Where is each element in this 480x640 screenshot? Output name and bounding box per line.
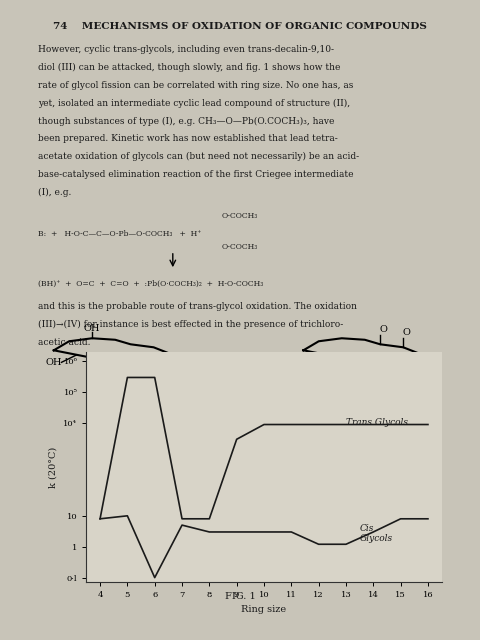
Text: OH: OH bbox=[98, 375, 113, 383]
Text: O: O bbox=[379, 325, 387, 334]
Y-axis label: k (20°C): k (20°C) bbox=[49, 447, 58, 488]
Text: III: III bbox=[109, 363, 121, 372]
Text: been prepared. Kinetic work has now established that lead tetra-: been prepared. Kinetic work has now esta… bbox=[38, 134, 338, 143]
X-axis label: Ring size: Ring size bbox=[241, 605, 287, 614]
Text: acetate oxidation of glycols can (but need not necessarily) be an acid-: acetate oxidation of glycols can (but ne… bbox=[38, 152, 360, 161]
Text: FIG. 1: FIG. 1 bbox=[225, 592, 255, 601]
Text: (BH)⁺  +  O=C  +  C=O  +  :Pb(O·COCH₃)₂  +  H-O-COCH₃: (BH)⁺ + O=C + C=O + :Pb(O·COCH₃)₂ + H-O-… bbox=[38, 280, 264, 287]
Text: (I), e.g.: (I), e.g. bbox=[38, 188, 72, 197]
Text: base-catalysed elimination reaction of the first Criegee intermediate: base-catalysed elimination reaction of t… bbox=[38, 170, 354, 179]
Text: and this is the probable route of trans-glycol oxidation. The oxidation: and this is the probable route of trans-… bbox=[38, 302, 358, 311]
Text: Cis
Glycols: Cis Glycols bbox=[360, 524, 393, 543]
Text: yet, isolated an intermediate cyclic lead compound of structure (II),: yet, isolated an intermediate cyclic lea… bbox=[38, 99, 350, 108]
Text: O-COCH₃: O-COCH₃ bbox=[222, 243, 258, 251]
Text: O: O bbox=[402, 328, 410, 337]
Text: acetic acid.: acetic acid. bbox=[38, 338, 91, 347]
Text: However, cyclic trans-glycols, including even trans-decalin-9,10-: However, cyclic trans-glycols, including… bbox=[38, 45, 335, 54]
Text: though substances of type (I), e.g. CH₃—O—Pb(O.COCH₃)₃, have: though substances of type (I), e.g. CH₃—… bbox=[38, 116, 335, 125]
Text: 74    MECHANISMS OF OXIDATION OF ORGANIC COMPOUNDS: 74 MECHANISMS OF OXIDATION OF ORGANIC CO… bbox=[53, 22, 427, 31]
Text: O-COCH₃: O-COCH₃ bbox=[222, 212, 258, 220]
Text: B:  +   H-O-C—C—O-Pb—O-COCH₃   +  H⁺: B: + H-O-C—C—O-Pb—O-COCH₃ + H⁺ bbox=[38, 230, 202, 238]
Text: OH: OH bbox=[46, 358, 62, 367]
Text: OH: OH bbox=[84, 324, 100, 333]
Text: (III)→(IV) for instance is best effected in the presence of trichloro-: (III)→(IV) for instance is best effected… bbox=[38, 320, 344, 329]
Text: diol (III) can be attacked, though slowly, and fig. 1 shows how the: diol (III) can be attacked, though slowl… bbox=[38, 63, 341, 72]
Text: IV: IV bbox=[360, 363, 370, 372]
Text: rate of glycol fission can be correlated with ring size. No one has, as: rate of glycol fission can be correlated… bbox=[38, 81, 354, 90]
Text: Trans Glycols: Trans Glycols bbox=[346, 417, 408, 426]
